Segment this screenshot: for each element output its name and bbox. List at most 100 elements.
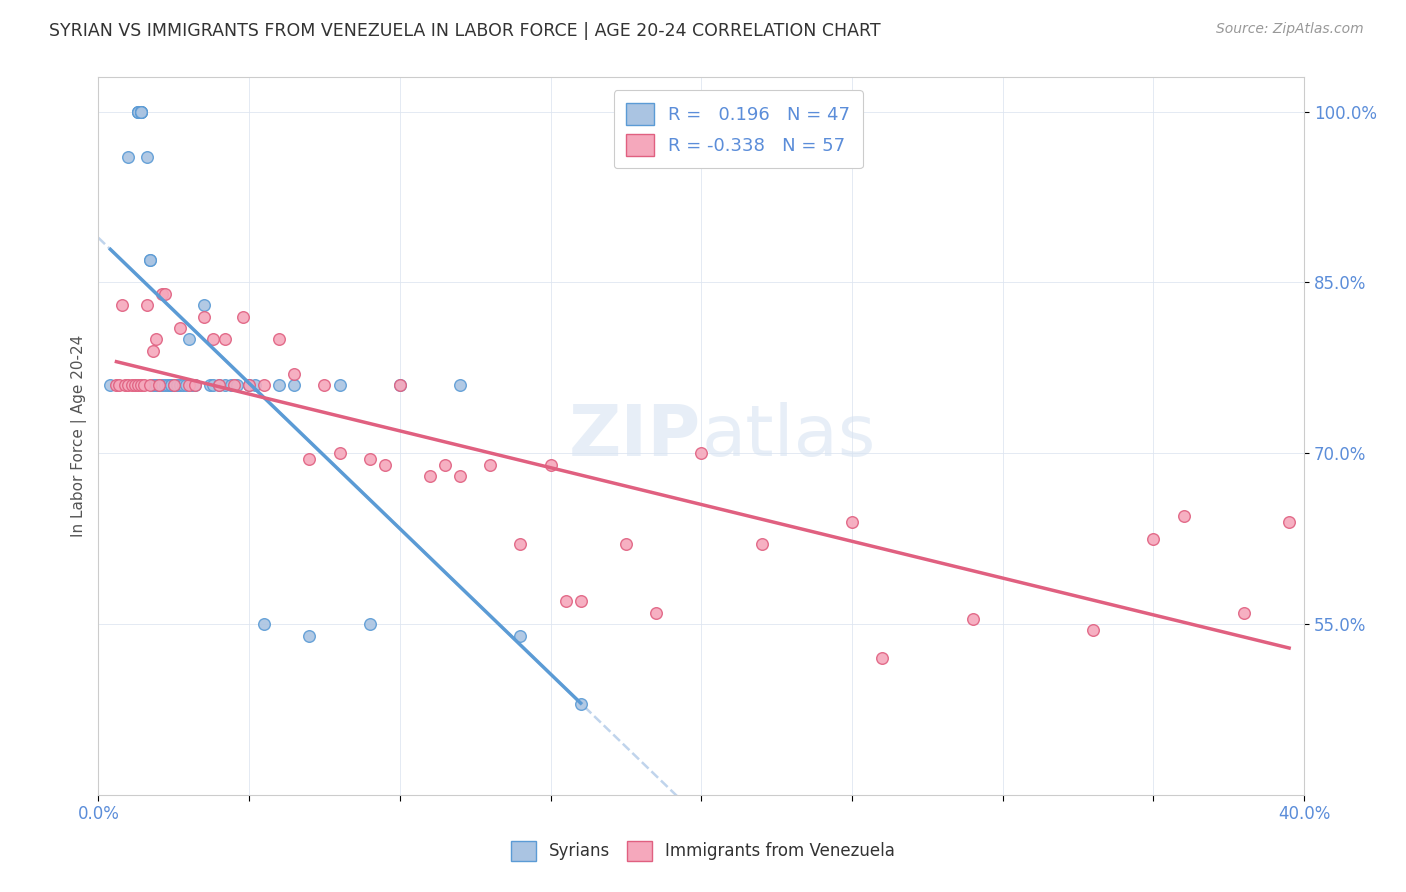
Point bbox=[328, 446, 350, 460]
Point bbox=[163, 378, 186, 392]
Point bbox=[193, 310, 215, 324]
Point bbox=[184, 378, 207, 392]
Point bbox=[129, 378, 152, 392]
Point bbox=[226, 378, 249, 392]
Point bbox=[1233, 606, 1256, 620]
Point bbox=[1083, 623, 1105, 637]
Point bbox=[111, 298, 134, 312]
Point bbox=[166, 378, 188, 392]
Text: ZIP: ZIP bbox=[569, 401, 702, 471]
Point bbox=[172, 378, 194, 392]
Point bbox=[180, 378, 202, 392]
Point bbox=[153, 378, 176, 392]
Point bbox=[145, 333, 167, 347]
Point bbox=[169, 321, 191, 335]
Point bbox=[314, 378, 336, 392]
Point bbox=[108, 378, 131, 392]
Point bbox=[509, 629, 531, 643]
Point bbox=[419, 469, 441, 483]
Point bbox=[156, 378, 179, 392]
Legend: R =   0.196   N = 47, R = -0.338   N = 57: R = 0.196 N = 47, R = -0.338 N = 57 bbox=[614, 90, 863, 169]
Point bbox=[374, 458, 396, 472]
Point bbox=[870, 651, 893, 665]
Point bbox=[540, 458, 562, 472]
Point bbox=[283, 378, 305, 392]
Point bbox=[645, 606, 668, 620]
Point bbox=[127, 104, 149, 119]
Point bbox=[145, 378, 167, 392]
Point bbox=[1278, 515, 1301, 529]
Point bbox=[359, 617, 381, 632]
Point bbox=[690, 446, 713, 460]
Point bbox=[479, 458, 502, 472]
Point bbox=[298, 629, 321, 643]
Point bbox=[243, 378, 266, 392]
Point bbox=[554, 594, 576, 608]
Point bbox=[114, 378, 136, 392]
Point bbox=[124, 378, 146, 392]
Point bbox=[138, 252, 160, 267]
Point bbox=[219, 378, 242, 392]
Point bbox=[177, 333, 200, 347]
Point bbox=[841, 515, 863, 529]
Point bbox=[169, 378, 191, 392]
Point bbox=[142, 378, 165, 392]
Point bbox=[177, 378, 200, 392]
Point bbox=[129, 104, 152, 119]
Point bbox=[129, 104, 152, 119]
Text: atlas: atlas bbox=[702, 401, 876, 471]
Point bbox=[208, 378, 231, 392]
Point bbox=[449, 469, 471, 483]
Point bbox=[148, 378, 170, 392]
Point bbox=[150, 378, 173, 392]
Text: Source: ZipAtlas.com: Source: ZipAtlas.com bbox=[1216, 22, 1364, 37]
Point bbox=[163, 378, 186, 392]
Point bbox=[135, 150, 157, 164]
Text: SYRIAN VS IMMIGRANTS FROM VENEZUELA IN LABOR FORCE | AGE 20-24 CORRELATION CHART: SYRIAN VS IMMIGRANTS FROM VENEZUELA IN L… bbox=[49, 22, 880, 40]
Point bbox=[359, 452, 381, 467]
Point bbox=[100, 378, 122, 392]
Point bbox=[208, 378, 231, 392]
Point bbox=[142, 343, 165, 358]
Point bbox=[201, 378, 224, 392]
Point bbox=[135, 298, 157, 312]
Point bbox=[153, 286, 176, 301]
Point bbox=[138, 252, 160, 267]
Point bbox=[184, 378, 207, 392]
Point bbox=[253, 617, 276, 632]
Point bbox=[132, 378, 155, 392]
Point bbox=[193, 298, 215, 312]
Point bbox=[328, 378, 350, 392]
Point bbox=[569, 697, 592, 711]
Point bbox=[269, 333, 291, 347]
Point bbox=[569, 594, 592, 608]
Point bbox=[388, 378, 411, 392]
Point bbox=[232, 310, 254, 324]
Point bbox=[201, 333, 224, 347]
Point bbox=[127, 378, 149, 392]
Point bbox=[198, 378, 221, 392]
Point bbox=[214, 378, 236, 392]
Y-axis label: In Labor Force | Age 20-24: In Labor Force | Age 20-24 bbox=[72, 335, 87, 537]
Point bbox=[509, 537, 531, 551]
Point bbox=[253, 378, 276, 392]
Point bbox=[148, 378, 170, 392]
Point bbox=[129, 104, 152, 119]
Point bbox=[751, 537, 773, 551]
Point bbox=[117, 378, 139, 392]
Point bbox=[174, 378, 197, 392]
Point bbox=[388, 378, 411, 392]
Point bbox=[238, 378, 260, 392]
Point bbox=[614, 537, 637, 551]
Point bbox=[150, 286, 173, 301]
Point bbox=[298, 452, 321, 467]
Point bbox=[127, 104, 149, 119]
Point bbox=[117, 150, 139, 164]
Point bbox=[129, 104, 152, 119]
Point bbox=[105, 378, 128, 392]
Point bbox=[121, 378, 143, 392]
Point bbox=[222, 378, 245, 392]
Point bbox=[434, 458, 457, 472]
Point bbox=[214, 333, 236, 347]
Point bbox=[449, 378, 471, 392]
